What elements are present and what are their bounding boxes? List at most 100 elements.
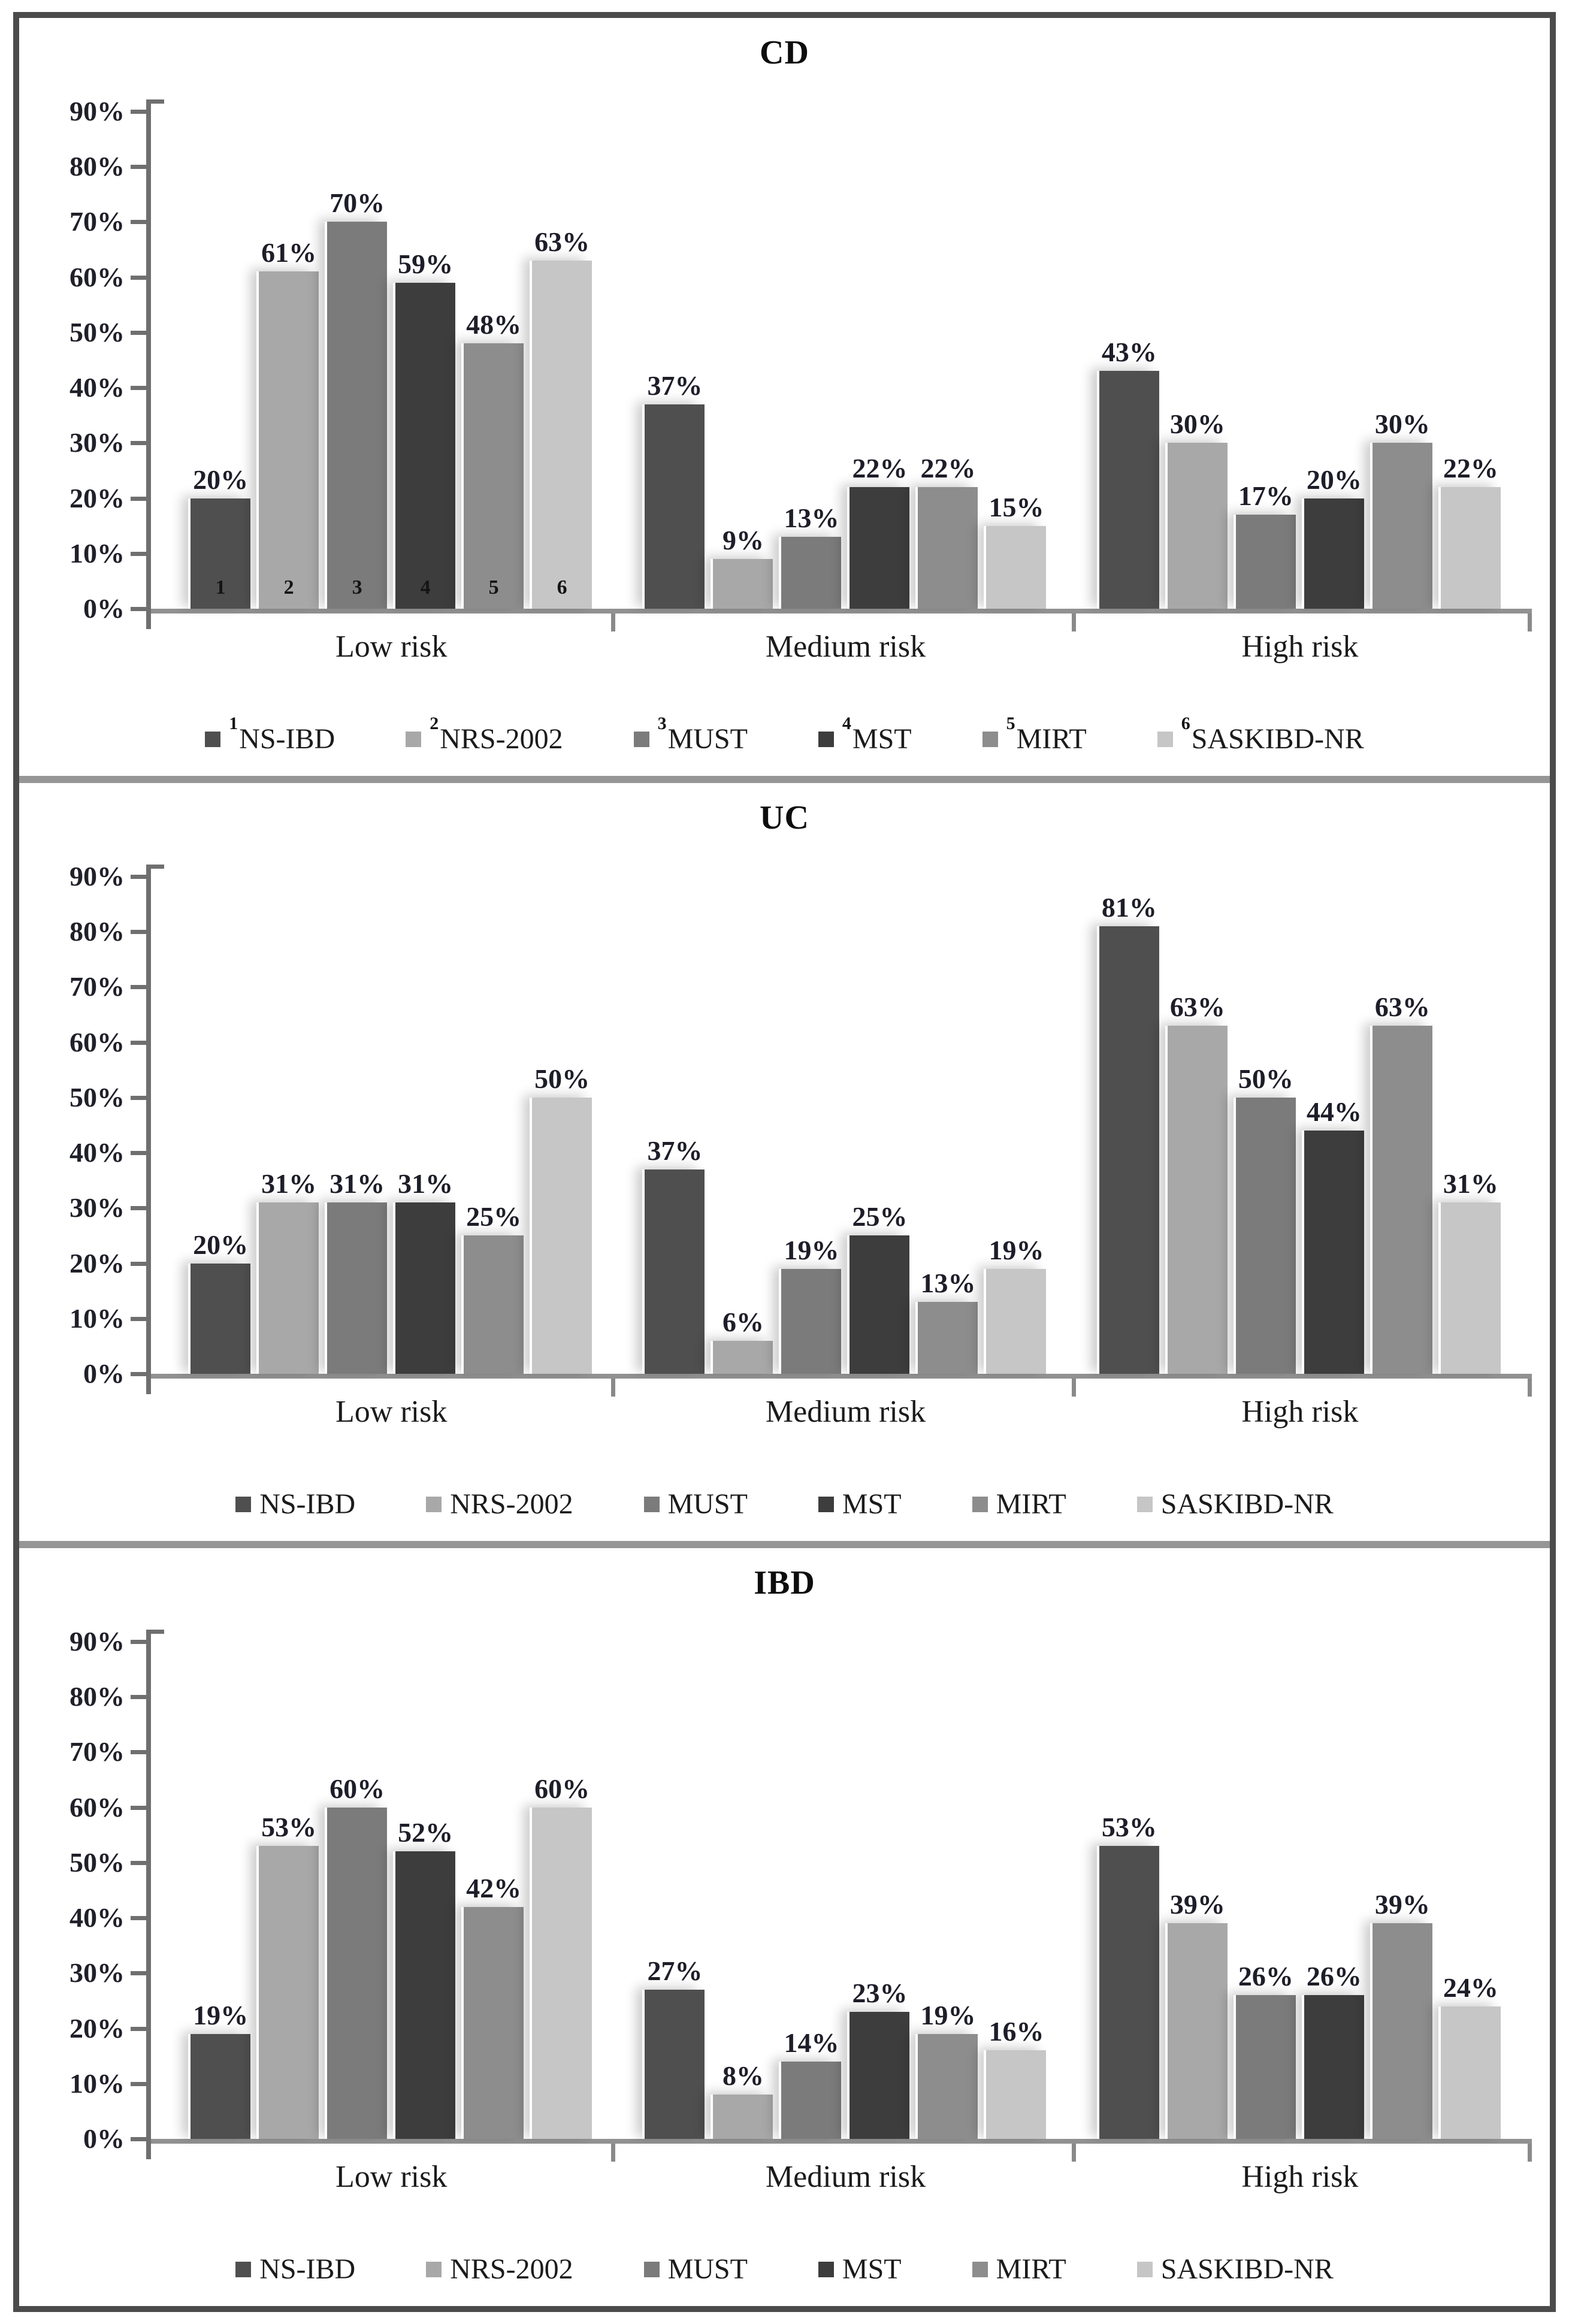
legend-label: MUST [667,1488,748,1520]
category-label: Low risk [335,630,448,664]
legend-swatch [972,2261,988,2277]
bar-value-label: 13% [920,1268,976,1299]
y-axis-tick-label: 70% [69,1736,125,1767]
y-axis-tick [131,1040,146,1045]
y-axis-tick-label: 50% [69,316,125,347]
bar-value-label: 50% [1238,1063,1293,1094]
bar-number-label: 4 [420,576,431,599]
bar-value-label: 31% [329,1168,385,1199]
x-axis-group-tick [611,614,616,631]
y-axis-tick-label: 60% [69,261,125,292]
legend-swatch [818,731,834,747]
bar-value-label: 8% [722,2060,764,2092]
legend-swatch [406,731,422,747]
bar-value-label: 42% [466,1872,522,1903]
bar-value-label: 23% [852,1977,908,2008]
legend-item: NS-IBD [235,1488,355,1521]
legend-label: MST [842,1488,902,1520]
legend-item: 3 MUST [633,714,748,755]
legend-item: 4 MST [818,714,912,755]
legend-item: MST [818,2253,902,2286]
bar-number-label: 3 [352,576,362,599]
bar-value-label: 52% [398,1817,454,1848]
bar-value-label: 48% [466,309,522,340]
bar-group: 20% 31% 31% 31% 25% 50% [182,1063,600,1374]
y-axis-labels: 90% 80% 70% 60% 50% 40% 30% 20% 10% 0% [37,861,151,1389]
bar-value-label: 61% [261,237,317,268]
legend-label: MIRT [996,1488,1066,1520]
legend-label: SASKIBD-NR [1160,1488,1334,1520]
legend-swatch [205,731,221,747]
legend-item: 1 NS-IBD [205,714,335,755]
y-axis-tick [131,1750,146,1755]
bar: 48% 5 [464,310,524,609]
y-axis-tick-label: 40% [69,1137,125,1168]
bar-number-label: 2 [283,576,294,599]
bar: 25% [464,1202,524,1374]
bar: 50% [1235,1063,1296,1374]
y-axis-tick-label: 0% [83,1358,125,1389]
chart-area: 90% 80% 70% 60% 50% 40% 30% 20% 10% 0% 20% 31% 31% 31… [37,861,1532,1397]
bar: 60% [327,1773,388,2139]
y-axis-tick [131,1095,146,1100]
y-axis-tick-label: 90% [69,1626,125,1657]
y-axis-tick [131,1372,146,1376]
category-label: Low risk [335,2160,448,2194]
bar: 31% [327,1169,388,1374]
y-axis-tick [131,386,146,391]
chart-title: UC [760,799,809,836]
bar: 53% [259,1812,319,2139]
bar-group: 19% 53% 60% 52% 42% 60% [182,1773,600,2139]
legend-item: NRS-2002 [426,1488,573,1521]
y-axis-tick-label: 50% [69,1081,125,1113]
y-axis-tick-label: 10% [69,537,125,569]
bar-value-label: 22% [852,453,908,484]
legend-swatch [426,1496,442,1512]
y-axis-labels: 90% 80% 70% 60% 50% 40% 30% 20% 10% 0% [37,1626,151,2154]
bar: 31% [259,1169,319,1374]
bar: 31% [395,1169,456,1374]
bar: 13% [918,1268,978,1374]
bar-value-label: 63% [1169,992,1225,1022]
bar-value-label: 19% [784,1234,839,1265]
y-axis-tick-label: 30% [69,1957,125,1988]
legend-swatch [426,2261,442,2277]
y-axis-tick-label: 80% [69,151,125,182]
x-axis-group-tick [611,1379,616,1397]
category-label: Medium risk [765,2160,926,2194]
bar: 6% [713,1307,773,1374]
y-axis-tick [131,930,146,935]
bar-value-label: 25% [852,1201,908,1232]
legend-label: MST [842,2253,902,2285]
bar: 37% [645,370,705,609]
y-axis-tick [131,1640,146,1644]
category-label: High risk [1241,630,1359,664]
bar: 8% [713,2061,773,2139]
category-label: High risk [1241,2160,1359,2194]
y-axis-tick [131,330,146,335]
bar-group: 27% 8% 14% 23% 19% 16% [636,1956,1054,2139]
legend-item: 5 MIRT [982,714,1087,755]
bar: 70% 3 [327,188,388,609]
chart-area: 90% 80% 70% 60% 50% 40% 30% 20% 10% 0% 20% 1 61% 2 70%… [37,96,1532,631]
bar-value-label: 70% [329,188,385,219]
y-axis-labels: 90% 80% 70% 60% 50% 40% 30% 20% 10% 0% [37,96,151,624]
x-axis-end-tick [1528,2144,1532,2162]
legend-item: SASKIBD-NR [1136,1488,1334,1521]
bar-group: 53% 39% 26% 26% 39% 24% [1091,1812,1509,2139]
bar-value-label: 60% [329,1773,385,1804]
bar: 59% 4 [395,249,456,609]
y-axis-tick [131,441,146,446]
bar-value-label: 19% [193,1999,249,2030]
bar: 61% 2 [259,238,319,609]
bar-number-label: 5 [488,576,499,599]
legend-item: NS-IBD [235,2253,355,2286]
bar: 39% [1372,1890,1432,2139]
bar-value-label: 37% [647,1135,703,1166]
bar: 19% [918,2000,978,2139]
y-axis-tick [131,1151,146,1156]
y-axis-tick-label: 20% [69,482,125,513]
legend-swatch [643,1496,660,1512]
bar: 23% [850,1978,910,2139]
y-axis-tick [131,110,146,114]
